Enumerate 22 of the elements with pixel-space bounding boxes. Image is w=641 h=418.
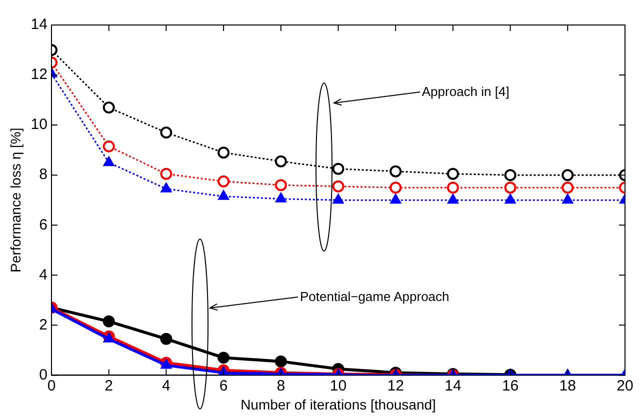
x-tick-label: 2	[104, 377, 114, 394]
y-axis-title: Performance loss η [%]	[7, 128, 24, 272]
x-tick-label: 14	[444, 377, 462, 394]
y-tick-label: 10	[30, 116, 48, 134]
x-tick-label: 12	[387, 377, 404, 394]
y-tick-label: 4	[39, 266, 48, 284]
x-axis-title: Number of iterations [thousand]	[240, 396, 436, 412]
y-tick-label: 12	[30, 66, 48, 84]
x-tick-label: 6	[219, 377, 228, 394]
x-tick-label: 4	[162, 377, 170, 394]
x-tick-label: 8	[276, 377, 286, 394]
x-tick-label: 16	[502, 377, 519, 394]
y-tick-label: 2	[39, 316, 48, 334]
y-tick-label: 0	[39, 366, 48, 384]
y-tick-label: 6	[39, 216, 48, 234]
annotation: Approach in [4]	[422, 84, 510, 99]
x-tick-label: 18	[559, 377, 576, 394]
y-tick-label: 8	[39, 166, 48, 184]
y-tick-label: 14	[30, 16, 48, 34]
x-tick-label: 10	[330, 377, 347, 394]
annotation: Potential−game Approach	[300, 289, 450, 304]
x-tick-label: 20	[616, 377, 634, 394]
